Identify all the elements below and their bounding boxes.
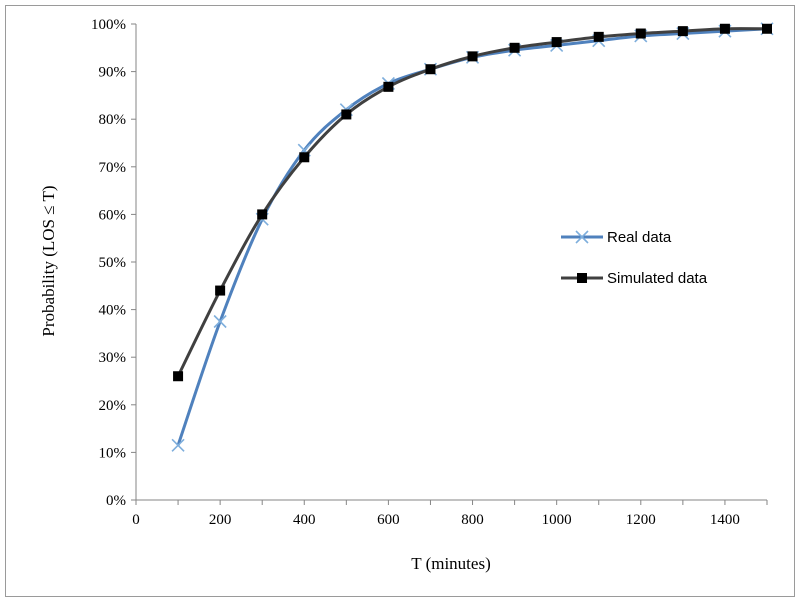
data-point-simulated-data (467, 51, 478, 62)
legend-swatch-marker (575, 230, 589, 244)
data-point-simulated-data (677, 26, 688, 37)
legend: Real data Simulated data (561, 229, 708, 287)
data-point-simulated-data (383, 81, 394, 92)
legend-swatch-marker (577, 273, 587, 283)
y-tick-label: 20% (99, 398, 127, 414)
marker-stroke (171, 438, 185, 452)
y-tick-label: 100% (91, 17, 126, 33)
y-tick-label: 0% (106, 493, 126, 509)
x-tick-label: 600 (377, 512, 400, 528)
data-point-simulated-data (215, 285, 226, 296)
legend-label: Real data (607, 229, 672, 246)
series-real-data (171, 22, 774, 452)
x-tick-label: 400 (293, 512, 316, 528)
x-tick-label: 1000 (542, 512, 572, 528)
data-point-simulated-data (299, 152, 310, 163)
y-tick-label: 80% (99, 112, 127, 128)
data-point-simulated-data (593, 31, 604, 42)
y-tick-label: 70% (99, 160, 127, 176)
x-axis-title: T (minutes) (411, 554, 490, 573)
x-tick-label: 800 (461, 512, 484, 528)
marker-stroke (575, 230, 589, 244)
y-tick-label: 60% (99, 207, 127, 223)
series-simulated-data (173, 23, 772, 382)
series-line-simulated-data (176, 27, 768, 377)
data-point-real-data (213, 314, 227, 329)
x-tick-label: 0 (132, 512, 140, 528)
legend-item-simulated-data: Simulated data (561, 270, 708, 287)
data-point-simulated-data (509, 42, 520, 53)
x-tick-label: 200 (209, 512, 232, 528)
axes: 0% 10% 20% 30% 40% 50% 60% 70% 80% 90% 100% 0 200 400… (91, 17, 768, 528)
data-point-simulated-data (762, 23, 772, 34)
legend-label: Simulated data (607, 270, 708, 287)
data-point-real-data (171, 438, 185, 452)
data-point-simulated-data (341, 109, 352, 120)
x-tick-label: 1400 (710, 512, 740, 528)
y-tick-label: 30% (99, 350, 127, 366)
series-line-real-data (176, 27, 768, 446)
y-tick-label: 40% (99, 303, 127, 319)
data-point-simulated-data (425, 64, 436, 75)
marker-stroke (213, 314, 227, 329)
legend-item-real-data: Real data (561, 229, 672, 246)
y-axis-title: Probability (LOS ≤ T) (39, 185, 58, 336)
data-point-simulated-data (551, 37, 562, 48)
data-point-simulated-data (635, 28, 646, 39)
y-tick-label: 50% (99, 255, 127, 271)
series-group (171, 22, 774, 452)
data-point-simulated-data (173, 371, 184, 382)
chart-frame (5, 5, 795, 597)
data-point-simulated-data (719, 23, 730, 34)
y-tick-label: 10% (99, 445, 127, 461)
x-tick-label: 1200 (626, 512, 656, 528)
y-tick-label: 90% (99, 65, 127, 81)
data-point-simulated-data (257, 209, 268, 220)
